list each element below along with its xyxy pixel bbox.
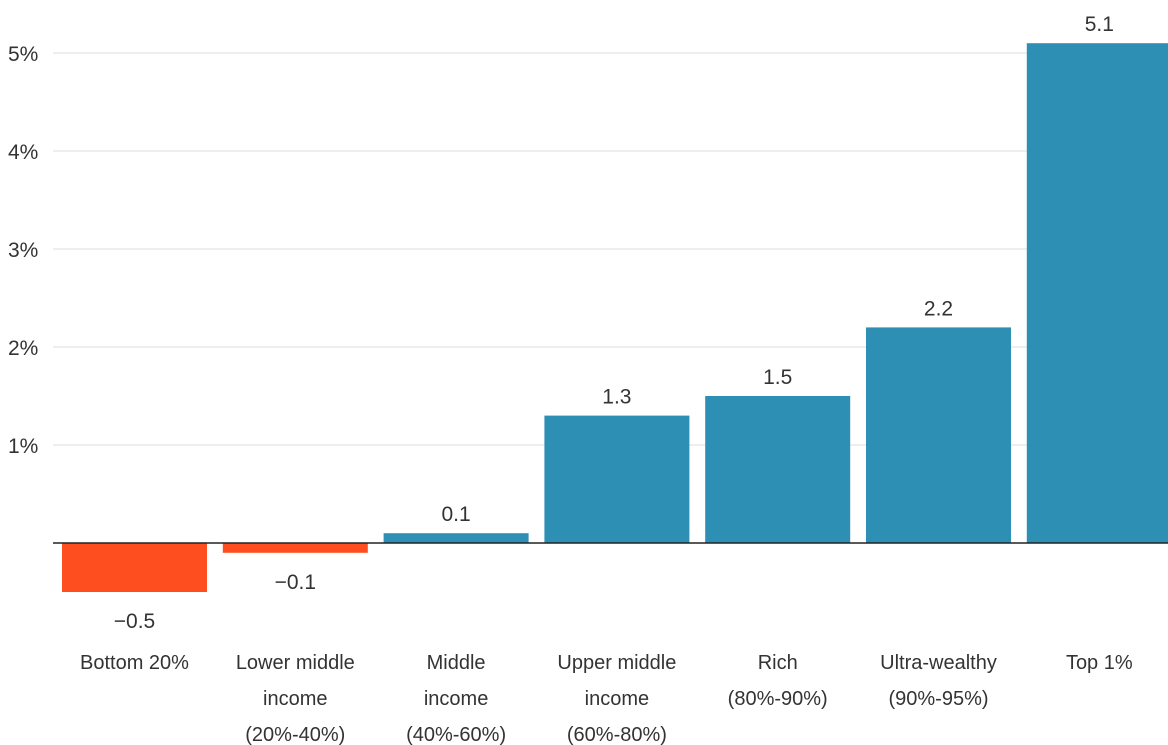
bar (1026, 43, 1168, 543)
bar-value-label: −0.5 (114, 610, 155, 633)
category-label-line: Upper middle (557, 652, 676, 674)
category-label: Rich (80%-90%) (728, 652, 828, 710)
category-label-line: Ultra-wealthy (880, 652, 997, 674)
category-label-line: Bottom 20% (80, 652, 189, 674)
category-label: Top 1% (1066, 652, 1133, 674)
category-label: Middle income (40%-60%) (406, 652, 506, 745)
category-label: Bottom 20% (80, 652, 189, 674)
category-label: Upper middle income (60%-80%) (557, 652, 676, 745)
category-label-line: Top 1% (1066, 652, 1133, 674)
category-label-line: income (424, 688, 488, 710)
bar-value-label: 0.1 (441, 503, 470, 526)
bar-value-label: −0.1 (275, 571, 316, 594)
bars (62, 43, 1168, 592)
bar (62, 543, 207, 592)
y-axis-tick-labels: 1% 2% 3% 4% 5% (8, 43, 38, 458)
bar (383, 533, 529, 543)
category-label: Lower middle income (20%-40%) (236, 652, 355, 745)
y-tick-label: 1% (8, 435, 38, 458)
bar-value-label: 5.1 (1085, 13, 1114, 36)
value-labels: −0.5 −0.1 0.1 1.3 1.5 2.2 5.1 (114, 13, 1114, 633)
y-tick-label: 5% (8, 43, 38, 66)
y-tick-label: 3% (8, 239, 38, 262)
category-label-line: income (585, 688, 649, 710)
category-label: Ultra-wealthy (90%-95%) (880, 652, 997, 710)
category-label-line: (20%-40%) (245, 724, 345, 745)
category-label-line: (40%-60%) (406, 724, 506, 745)
category-label-line: income (263, 688, 327, 710)
bar (222, 543, 368, 553)
y-tick-label: 4% (8, 141, 38, 164)
bar (544, 415, 690, 543)
bar-value-label: 2.2 (924, 297, 953, 320)
bar-value-label: 1.3 (602, 386, 631, 409)
category-label-line: Rich (758, 652, 798, 674)
y-tick-label: 2% (8, 337, 38, 360)
bar-value-label: 1.5 (763, 366, 792, 389)
category-label-line: Middle (427, 652, 486, 674)
category-label-line: (80%-90%) (728, 688, 828, 710)
bar (866, 327, 1011, 543)
category-label-line: (60%-80%) (567, 724, 667, 745)
bar (705, 396, 851, 543)
category-labels: Bottom 20% Lower middle income (20%-40%) Mid… (80, 652, 1133, 745)
category-label-line: Lower middle (236, 652, 355, 674)
category-label-line: (90%-95%) (888, 688, 988, 710)
